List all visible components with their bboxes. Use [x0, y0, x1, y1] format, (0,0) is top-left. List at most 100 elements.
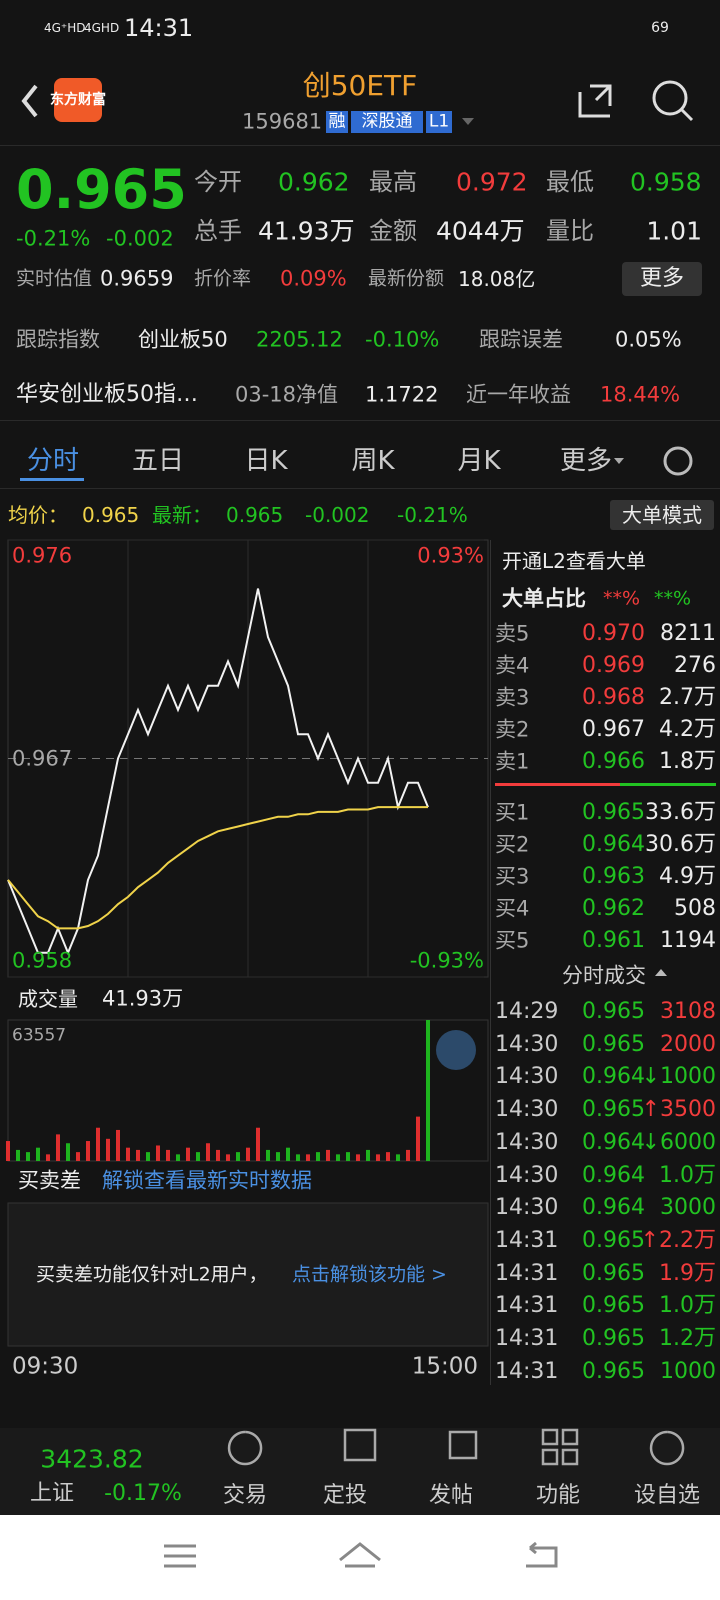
tab[interactable]: 月K [457, 446, 501, 476]
tab[interactable]: 日K [244, 446, 288, 476]
volume-bar [66, 1143, 70, 1161]
tab[interactable]: 周K [351, 446, 395, 476]
time: 14:29 [495, 999, 559, 1024]
price: 0.965 [582, 1260, 645, 1286]
volume-bar [76, 1152, 80, 1161]
value: 0.965 [226, 503, 284, 527]
volume-bar [186, 1147, 190, 1161]
message: 买卖差功能仅针对L2用户， [36, 1263, 268, 1286]
label: 跟踪误差 [479, 327, 563, 352]
x-tick-label: 15:00 [411, 1353, 478, 1380]
price: 0.964 [582, 1129, 645, 1155]
logo: 东方财富 [50, 92, 106, 108]
volume-bar [166, 1149, 170, 1161]
tab[interactable]: 更多 [559, 446, 613, 476]
volume-bar [206, 1143, 210, 1161]
time: 14:30 [495, 1031, 559, 1057]
volume-bar [36, 1147, 40, 1161]
link[interactable]: 开通L2查看大单 [502, 549, 646, 573]
value: 2205.12 [256, 327, 343, 352]
volume: 3000 [660, 1195, 716, 1221]
battery: 69 [651, 20, 669, 36]
price: 0.965 [582, 1358, 645, 1384]
more-button[interactable]: 更多 [639, 266, 685, 291]
network: 4G⁺HD [44, 21, 86, 35]
panel-title: 买卖差 [18, 1168, 81, 1193]
volume: 33.6万 [645, 800, 716, 825]
volume-bar [336, 1154, 340, 1161]
time: 14:30 [495, 1097, 559, 1123]
nav-item[interactable]: 发帖 [428, 1483, 474, 1508]
volume-bar [146, 1152, 150, 1161]
label: 分时成交 [562, 963, 646, 988]
price: 0.968 [582, 685, 645, 710]
label: 折价率 [194, 267, 252, 290]
y-tick-label: 63557 [12, 1025, 67, 1046]
fund-name[interactable]: 华安创业板50指… [16, 382, 198, 407]
value: 0.965 [82, 503, 140, 527]
volume-bar [346, 1152, 350, 1161]
volume-bar [306, 1154, 310, 1161]
label: 卖1 [495, 749, 530, 774]
value: 0.9659 [100, 266, 174, 291]
volume: 1.8万 [659, 749, 716, 774]
volume-bar [56, 1134, 60, 1161]
value: 18.44% [600, 382, 681, 407]
nav-item[interactable]: 定投 [322, 1483, 368, 1508]
volume-bar [116, 1129, 120, 1161]
label: 大单占比 [502, 586, 586, 611]
nav-item[interactable]: 功能 [535, 1483, 581, 1508]
stat-label: 金额 [369, 217, 417, 245]
label: 最新份额 [368, 267, 445, 290]
nav-item[interactable]: 设自选 [633, 1483, 701, 1508]
label: 买1 [495, 800, 530, 825]
volume-bar [176, 1154, 180, 1161]
tab[interactable]: 五日 [131, 446, 185, 476]
price: 0.967 [582, 717, 645, 742]
index-value[interactable]: 3423.82 [40, 1444, 144, 1474]
value: 0.05% [615, 327, 682, 352]
label: 跟踪指数 [16, 327, 100, 352]
price: 0.965 [582, 800, 645, 825]
value: 18.08亿 [458, 267, 536, 291]
price-line [7, 588, 429, 956]
time: 14:31 [495, 1326, 559, 1351]
mode-button[interactable]: 大单模式 [622, 503, 702, 527]
legend: 最新： [152, 503, 212, 527]
volume-bar [96, 1127, 100, 1161]
volume-bar [86, 1141, 90, 1161]
x-tick-label: 09:30 [12, 1353, 79, 1380]
nav-item[interactable]: 交易 [222, 1483, 268, 1508]
volume: 1.0万 [659, 1293, 716, 1319]
label: 卖2 [495, 717, 530, 742]
price: 0.964 [582, 1064, 645, 1090]
link[interactable]: 解锁查看最新实时数据 [102, 1168, 312, 1193]
volume: 508 [674, 896, 716, 921]
volume: 1000 [660, 1358, 716, 1384]
volume: 4.9万 [659, 864, 716, 889]
label: **% [654, 587, 692, 610]
link[interactable]: 点击解锁该功能 > [292, 1263, 447, 1286]
network: 4GHD [84, 21, 120, 35]
volume-bar [296, 1154, 300, 1161]
volume-bar [16, 1149, 20, 1161]
panel-value: 41.93万 [102, 986, 184, 1011]
label: 买4 [495, 896, 530, 921]
volume: 30.6万 [645, 832, 716, 857]
volume: ↓1000 [641, 1064, 716, 1090]
price: 0.963 [582, 864, 645, 889]
value: -0.10% [365, 327, 440, 352]
volume-bar [416, 1116, 420, 1161]
tab[interactable]: 分时 [26, 446, 80, 476]
clock: 14:31 [124, 14, 194, 42]
label: 卖5 [495, 621, 530, 646]
stat-value: 4044万 [436, 216, 525, 246]
time: 14:31 [495, 1227, 559, 1253]
label: 实时估值 [16, 267, 93, 290]
volume-bar [136, 1149, 140, 1161]
volume-bar [396, 1154, 400, 1161]
value: -0.21% [397, 503, 468, 527]
volume-bar [366, 1149, 370, 1161]
tag: L1 [428, 111, 450, 132]
